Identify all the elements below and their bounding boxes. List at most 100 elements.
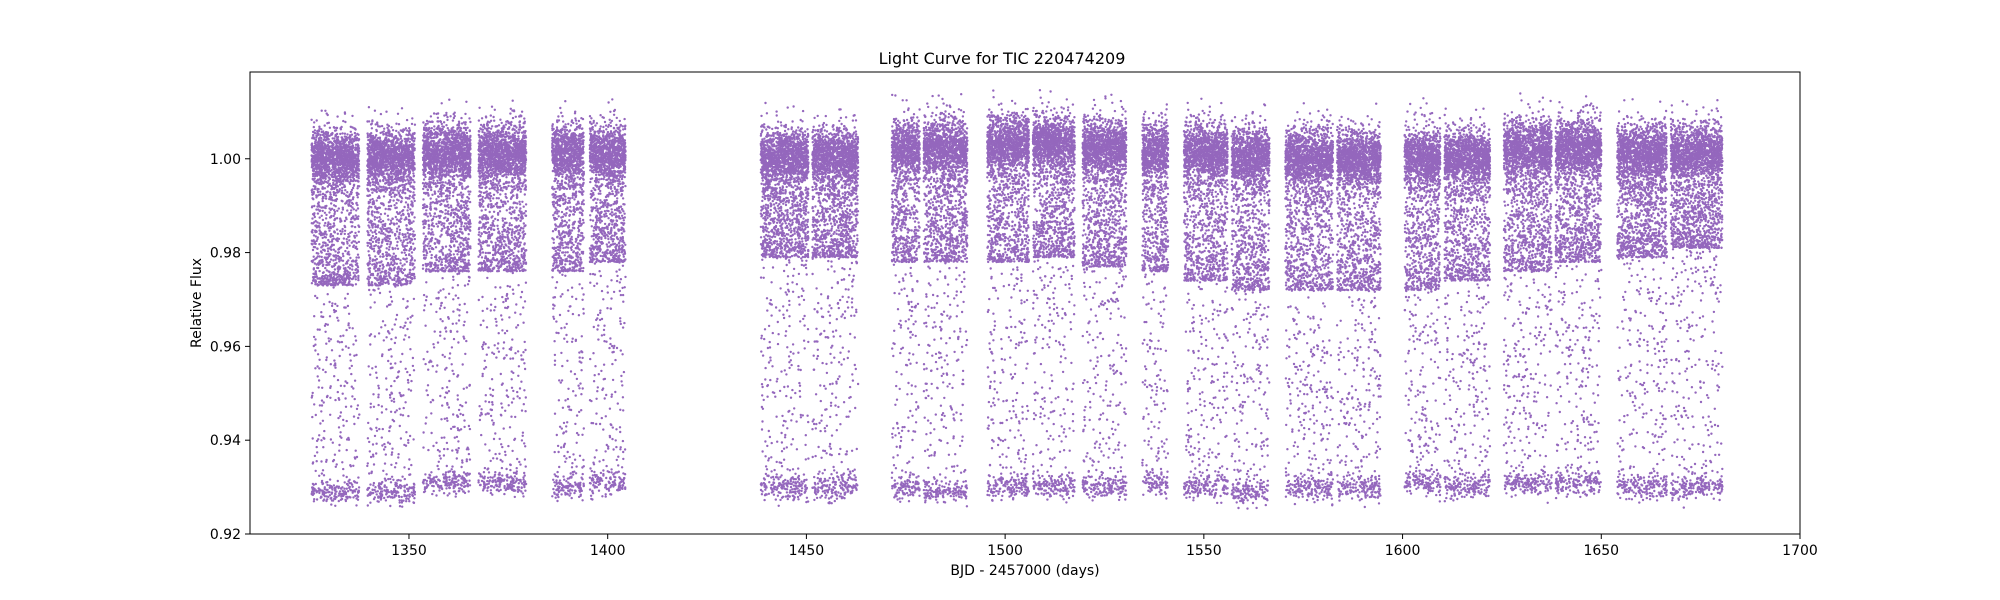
data-point xyxy=(405,216,407,218)
data-point xyxy=(318,386,320,388)
data-point xyxy=(314,129,316,131)
data-point xyxy=(351,146,353,148)
data-point xyxy=(385,168,387,170)
data-point xyxy=(405,307,407,309)
data-point xyxy=(392,419,394,421)
data-point xyxy=(317,284,319,286)
data-point xyxy=(411,228,413,230)
data-point xyxy=(370,144,372,146)
data-point xyxy=(370,222,372,224)
data-point xyxy=(391,392,393,394)
data-point xyxy=(387,175,389,177)
data-point xyxy=(382,320,384,322)
data-point xyxy=(379,180,381,182)
data-point xyxy=(330,338,332,340)
data-point xyxy=(394,285,396,287)
data-point xyxy=(374,149,376,151)
data-point xyxy=(389,158,391,160)
data-point xyxy=(318,264,320,266)
data-point xyxy=(331,491,333,493)
data-point xyxy=(368,160,370,162)
data-point xyxy=(411,117,413,119)
data-point xyxy=(374,259,376,261)
data-point xyxy=(352,180,354,182)
data-point xyxy=(372,181,374,183)
data-point xyxy=(357,147,359,149)
data-point xyxy=(385,137,387,139)
data-point xyxy=(352,198,354,200)
data-point xyxy=(335,145,337,147)
data-point xyxy=(322,437,324,439)
data-point xyxy=(397,161,399,163)
data-point xyxy=(393,159,395,161)
data-point xyxy=(315,208,317,210)
data-point xyxy=(323,498,325,500)
data-point xyxy=(328,184,330,186)
data-point xyxy=(323,278,325,280)
data-point xyxy=(329,127,331,129)
data-point xyxy=(352,496,354,498)
data-point xyxy=(313,500,315,502)
data-point xyxy=(327,171,329,173)
data-point xyxy=(336,305,338,307)
data-point xyxy=(412,172,414,174)
data-point xyxy=(352,327,354,329)
data-point xyxy=(386,305,388,307)
data-point xyxy=(347,251,349,253)
data-point xyxy=(395,462,397,464)
data-point xyxy=(414,247,416,249)
data-point xyxy=(317,438,319,440)
data-point xyxy=(342,208,344,210)
data-point xyxy=(341,228,343,230)
data-point xyxy=(329,278,331,280)
data-point xyxy=(334,175,336,177)
data-point xyxy=(320,128,322,130)
data-point xyxy=(390,269,392,271)
data-point xyxy=(395,165,397,167)
data-point xyxy=(338,500,340,502)
data-point xyxy=(380,186,382,188)
data-point xyxy=(403,246,405,248)
data-point xyxy=(348,239,350,241)
data-point xyxy=(386,278,388,280)
data-point xyxy=(396,409,398,411)
data-point xyxy=(352,171,354,173)
data-point xyxy=(398,192,400,194)
data-point xyxy=(350,405,352,407)
data-point xyxy=(320,179,322,181)
data-point xyxy=(367,245,369,247)
data-point xyxy=(401,265,403,267)
data-point xyxy=(315,181,317,183)
data-point xyxy=(408,132,410,134)
data-point xyxy=(316,119,318,121)
data-point xyxy=(370,132,372,134)
data-point xyxy=(389,425,391,427)
data-point xyxy=(383,448,385,450)
data-point xyxy=(405,278,407,280)
data-point xyxy=(351,484,353,486)
data-point xyxy=(390,241,392,243)
data-point xyxy=(382,180,384,182)
data-point xyxy=(355,283,357,285)
data-point xyxy=(405,201,407,203)
data-point xyxy=(316,365,318,367)
data-point xyxy=(347,266,349,268)
data-point xyxy=(407,204,409,206)
data-point xyxy=(396,222,398,224)
data-point xyxy=(387,218,389,220)
data-point xyxy=(374,110,376,112)
data-point xyxy=(406,238,408,240)
data-point xyxy=(371,140,373,142)
data-point xyxy=(316,130,318,132)
data-point xyxy=(388,205,390,207)
data-point xyxy=(412,438,414,440)
data-point xyxy=(352,246,354,248)
data-point xyxy=(318,139,320,141)
data-point xyxy=(368,234,370,236)
data-point xyxy=(399,262,401,264)
data-point xyxy=(407,276,409,278)
data-point xyxy=(411,123,413,125)
data-point xyxy=(328,491,330,493)
data-point xyxy=(394,247,396,249)
data-point xyxy=(388,132,390,134)
